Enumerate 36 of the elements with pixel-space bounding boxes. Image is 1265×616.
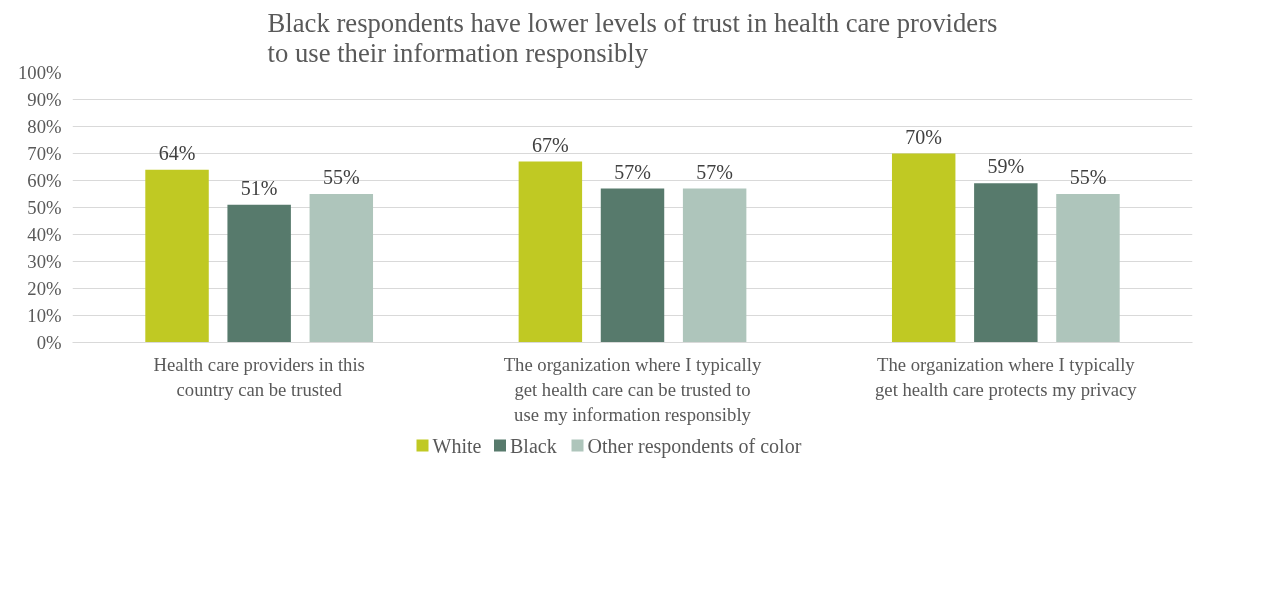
bar <box>309 194 374 343</box>
bar <box>518 161 583 343</box>
bar <box>891 153 956 343</box>
text: 57% <box>614 160 651 183</box>
text: 57% <box>696 160 733 183</box>
text: 55% <box>322 166 360 188</box>
bar <box>227 204 291 343</box>
legend-label: Black <box>510 434 557 457</box>
y-tick-label: 80% <box>27 116 62 137</box>
y-tick-label: 50% <box>27 197 62 218</box>
bar <box>1056 194 1120 343</box>
y-tick-label: 10% <box>27 305 62 326</box>
bar <box>974 183 1038 343</box>
bar <box>682 188 747 343</box>
x-tick-label: Health care providers in this country can be trusted <box>153 353 365 400</box>
y-tick-label: 30% <box>27 251 62 272</box>
y-tick-label: 20% <box>27 278 62 299</box>
x-tick-label: The organization where I typically get health care protects my privacy <box>875 353 1138 400</box>
y-tick-label: 40% <box>27 224 62 245</box>
bar <box>145 169 209 343</box>
legend-label: White <box>432 434 482 457</box>
y-tick-label: 70% <box>27 143 62 164</box>
text: 70% <box>905 125 943 148</box>
bar <box>600 188 665 343</box>
y-tick-label: 90% <box>27 89 62 110</box>
text: 64% <box>158 141 196 164</box>
text: 51% <box>240 176 278 199</box>
chart-title: Black respondents have lower levels of trust in health care providers to use their information responsibly <box>267 7 998 68</box>
x-tick-label: The organization where I typically get health care can be trusted to use my information responsibly <box>503 353 762 425</box>
y-tick-label: 100% <box>17 62 62 83</box>
text: 59% <box>987 155 1025 178</box>
text: 55% <box>1069 166 1107 188</box>
y-tick-label: 0% <box>36 332 62 353</box>
text: 67% <box>532 133 569 156</box>
legend-label: Other respondents of color <box>587 434 802 458</box>
y-tick-label: 60% <box>27 170 62 191</box>
